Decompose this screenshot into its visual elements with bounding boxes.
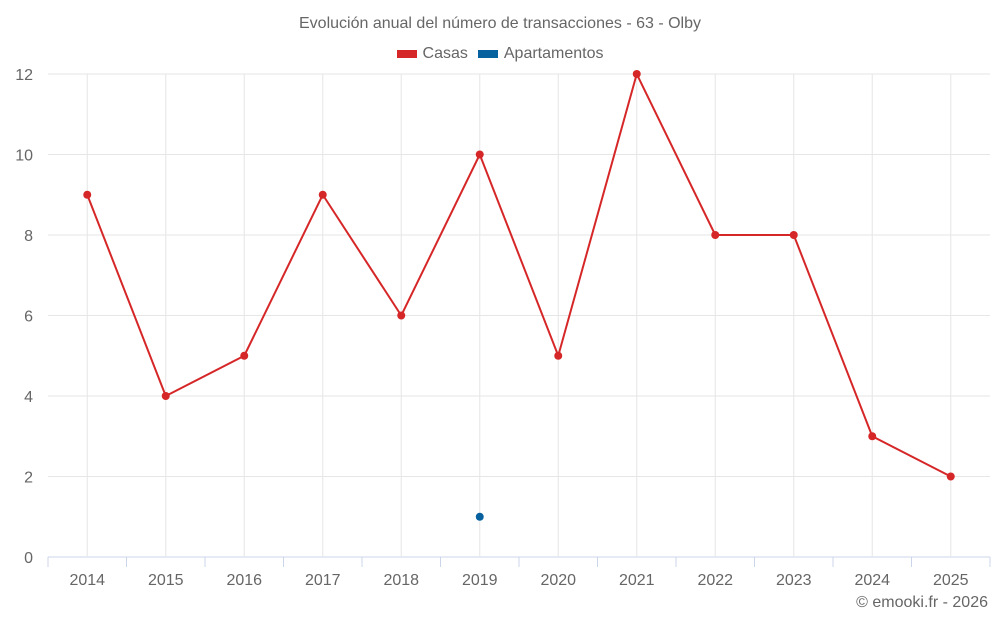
data-point-casas[interactable]: [946, 472, 955, 481]
data-point-casas[interactable]: [161, 392, 170, 400]
legend: Casas Apartamentos: [0, 45, 1000, 63]
y-tick-label: 0: [24, 550, 33, 567]
data-point-casas[interactable]: [240, 351, 249, 360]
legend-item-apartamentos[interactable]: Apartamentos: [477, 45, 604, 63]
x-tick-label: 2017: [305, 572, 341, 589]
x-tick-label: 2015: [148, 572, 184, 589]
legend-swatch-casas: [396, 50, 417, 58]
x-tick-label: 2022: [697, 572, 733, 589]
data-point-casas[interactable]: [868, 432, 877, 441]
x-tick-label: 2018: [383, 572, 419, 589]
x-tick-label: 2014: [69, 572, 105, 589]
y-axis: 0 2 4 6 8 10 12: [15, 67, 33, 567]
x-tick-label: 2019: [462, 572, 498, 589]
legend-label-apartamentos: Apartamentos: [503, 45, 604, 62]
x-tick-label: 2024: [854, 572, 890, 589]
y-tick-label: 2: [24, 470, 33, 487]
data-point-casas[interactable]: [711, 231, 720, 239]
data-point-casas[interactable]: [83, 190, 92, 199]
x-axis: 2014 2015 2016 2017 2018 2019 2020 2021 2022 2023…: [69, 572, 968, 589]
x-tick-label: 2025: [933, 572, 969, 589]
series-line-casas: [86, 71, 952, 478]
grid-lines: [47, 73, 991, 567]
x-tick-label: 2021: [619, 572, 655, 589]
legend-item-casas[interactable]: Casas: [396, 45, 468, 63]
copyright-credit: © emooki.fr - 2026: [856, 594, 988, 611]
x-tick-label: 2020: [540, 572, 576, 589]
y-tick-label: 4: [24, 389, 33, 406]
x-tick-label: 2023: [776, 572, 812, 589]
y-tick-label: 10: [15, 148, 33, 165]
data-point-apartamentos[interactable]: [475, 512, 484, 521]
data-point-casas[interactable]: [397, 311, 406, 320]
data-point-casas[interactable]: [632, 70, 641, 78]
data-point-casas[interactable]: [789, 231, 798, 239]
data-point-casas[interactable]: [318, 190, 327, 199]
y-tick-label: 8: [24, 228, 33, 245]
y-tick-label: 6: [24, 309, 33, 326]
legend-swatch-apartamentos: [477, 50, 498, 58]
chart-title: Evolución anual del número de transaccio…: [299, 15, 701, 32]
x-tick-label: 2016: [226, 572, 262, 589]
data-point-casas[interactable]: [475, 150, 484, 159]
legend-label-casas: Casas: [422, 45, 468, 62]
y-tick-label: 12: [15, 67, 33, 84]
data-series: [83, 70, 955, 521]
data-point-casas[interactable]: [554, 351, 563, 360]
